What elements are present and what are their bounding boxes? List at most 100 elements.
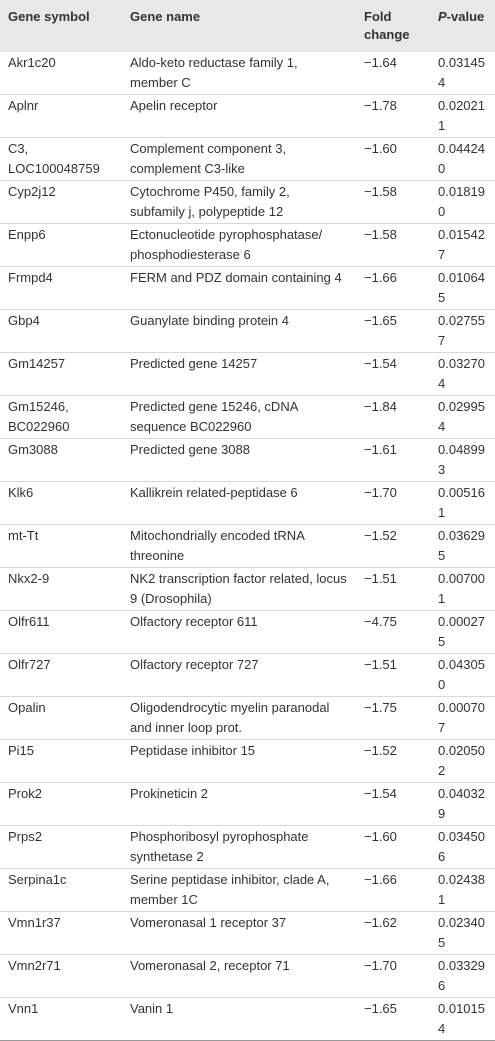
gene-symbol: Vmn1r37	[0, 911, 122, 955]
table-row: Akr1c20 Aldo-keto reductase family 1, mem…	[0, 52, 495, 95]
gene-name: Complement component 3, complement C3-li…	[122, 137, 356, 181]
table-row: mt-Tt Mitochondrially encoded tRNA threon…	[0, 524, 495, 568]
gene-name: Oligodendrocytic myelin paranodal and in…	[122, 696, 356, 740]
gene-symbol: Aplnr	[0, 94, 122, 138]
gene-name: Guanylate binding protein 4	[122, 309, 356, 353]
gene-symbol: C3, LOC100048759	[0, 137, 122, 181]
fold-change: −1.54	[356, 782, 430, 826]
p-value: 0.031454	[430, 52, 495, 95]
table-row: Prps2 Phosphoribosyl pyrophosphate synthe…	[0, 825, 495, 869]
table-body: Akr1c20 Aldo-keto reductase family 1, mem…	[0, 52, 495, 1041]
fold-change: −1.60	[356, 137, 430, 181]
fold-change: −1.70	[356, 481, 430, 525]
fold-change: −1.66	[356, 868, 430, 912]
gene-symbol: Nkx2-9	[0, 567, 122, 611]
gene-symbol: Gbp4	[0, 309, 122, 353]
table-row: Olfr611 Olfactory receptor 611 −4.75 0.0002…	[0, 610, 495, 654]
fold-change: −1.52	[356, 739, 430, 783]
gene-symbol: mt-Tt	[0, 524, 122, 568]
fold-change: −4.75	[356, 610, 430, 654]
header-cell: Gene name	[122, 0, 356, 52]
p-value: 0.048993	[430, 438, 495, 482]
fold-change: −1.65	[356, 997, 430, 1041]
gene-symbol: Klk6	[0, 481, 122, 525]
gene-symbol: Serpina1c	[0, 868, 122, 912]
gene-symbol: Akr1c20	[0, 52, 122, 95]
p-value: 0.018190	[430, 180, 495, 224]
gene-name: Ectonucleotide pyrophosphatase/ phosphod…	[122, 223, 356, 267]
table-row: Olfr727 Olfactory receptor 727 −1.51 0.0430…	[0, 653, 495, 697]
p-value: 0.036295	[430, 524, 495, 568]
gene-symbol: Vnn1	[0, 997, 122, 1041]
gene-symbol: Vmn2r71	[0, 954, 122, 998]
table-row: Opalin Oligodendrocytic myelin paranodal …	[0, 696, 495, 740]
fold-change: −1.58	[356, 180, 430, 224]
p-value: 0.033296	[430, 954, 495, 998]
table-row: Vmn2r71 Vomeronasal 2, receptor 71 −1.70 0.…	[0, 954, 495, 998]
p-value: 0.010645	[430, 266, 495, 310]
fold-change: −1.51	[356, 653, 430, 697]
gene-name: Predicted gene 3088	[122, 438, 356, 482]
table-row: Gbp4 Guanylate binding protein 4 −1.65 0.02…	[0, 309, 495, 353]
header-cell: Fold change	[356, 0, 430, 52]
table-row: Pi15 Peptidase inhibitor 15 −1.52 0.020502	[0, 739, 495, 783]
table-row: Frmpd4 FERM and PDZ domain containing 4 −1…	[0, 266, 495, 310]
table-row: Prok2 Prokineticin 2 −1.54 0.040329	[0, 782, 495, 826]
gene-symbol: Gm15246, BC022960	[0, 395, 122, 439]
gene-name: Predicted gene 15246, cDNA sequence BC02…	[122, 395, 356, 439]
gene-name: Aldo-keto reductase family 1, member C	[122, 52, 356, 95]
gene-name: Vomeronasal 1 receptor 37	[122, 911, 356, 955]
gene-symbol: Gm3088	[0, 438, 122, 482]
p-value: 0.005161	[430, 481, 495, 525]
gene-name: Serine peptidase inhibitor, clade A, mem…	[122, 868, 356, 912]
fold-change: −1.60	[356, 825, 430, 869]
table-row: Vmn1r37 Vomeronasal 1 receptor 37 −1.62 0.0…	[0, 911, 495, 955]
fold-change: −1.65	[356, 309, 430, 353]
gene-name: Phosphoribosyl pyrophosphate synthetase …	[122, 825, 356, 869]
gene-name: NK2 transcription factor related, locus …	[122, 567, 356, 611]
p-value: 0.007001	[430, 567, 495, 611]
gene-name: Olfactory receptor 727	[122, 653, 356, 697]
gene-name: Predicted gene 14257	[122, 352, 356, 396]
gene-symbol: Olfr727	[0, 653, 122, 697]
gene-symbol: Gm14257	[0, 352, 122, 396]
fold-change: −1.78	[356, 94, 430, 138]
table-row: Gm15246, BC022960 Predicted gene 15246, c…	[0, 395, 495, 439]
gene-name: Mitochondrially encoded tRNA threonine	[122, 524, 356, 568]
p-value: 0.032704	[430, 352, 495, 396]
gene-name: Prokineticin 2	[122, 782, 356, 826]
fold-change: −1.84	[356, 395, 430, 439]
p-value: 0.024381	[430, 868, 495, 912]
p-value: 0.020502	[430, 739, 495, 783]
gene-name: Vanin 1	[122, 997, 356, 1041]
fold-change: −1.75	[356, 696, 430, 740]
header-cell: Gene symbol	[0, 0, 122, 52]
gene-symbol: Opalin	[0, 696, 122, 740]
fold-change: −1.51	[356, 567, 430, 611]
gene-name: Cytochrome P450, family 2, subfamily j, …	[122, 180, 356, 224]
gene-name: FERM and PDZ domain containing 4	[122, 266, 356, 310]
p-value: 0.000707	[430, 696, 495, 740]
p-value: 0.020211	[430, 94, 495, 138]
fold-change: −1.54	[356, 352, 430, 396]
p-value: 0.010154	[430, 997, 495, 1041]
p-value: 0.034506	[430, 825, 495, 869]
p-value: 0.000275	[430, 610, 495, 654]
gene-name: Kallikrein related-peptidase 6	[122, 481, 356, 525]
fold-change: −1.66	[356, 266, 430, 310]
gene-symbol: Frmpd4	[0, 266, 122, 310]
table-row: Nkx2-9 NK2 transcription factor related, …	[0, 567, 495, 611]
p-value: 0.023405	[430, 911, 495, 955]
table-row: C3, LOC100048759 Complement component 3, …	[0, 137, 495, 181]
gene-name: Vomeronasal 2, receptor 71	[122, 954, 356, 998]
fold-change: −1.64	[356, 52, 430, 95]
gene-symbol: Prps2	[0, 825, 122, 869]
gene-name: Peptidase inhibitor 15	[122, 739, 356, 783]
gene-symbol: Pi15	[0, 739, 122, 783]
table-row: Klk6 Kallikrein related-peptidase 6 −1.70 0…	[0, 481, 495, 525]
table-row: Aplnr Apelin receptor −1.78 0.020211	[0, 94, 495, 138]
gene-name: Apelin receptor	[122, 94, 356, 138]
p-value: 0.027557	[430, 309, 495, 353]
fold-change: −1.70	[356, 954, 430, 998]
